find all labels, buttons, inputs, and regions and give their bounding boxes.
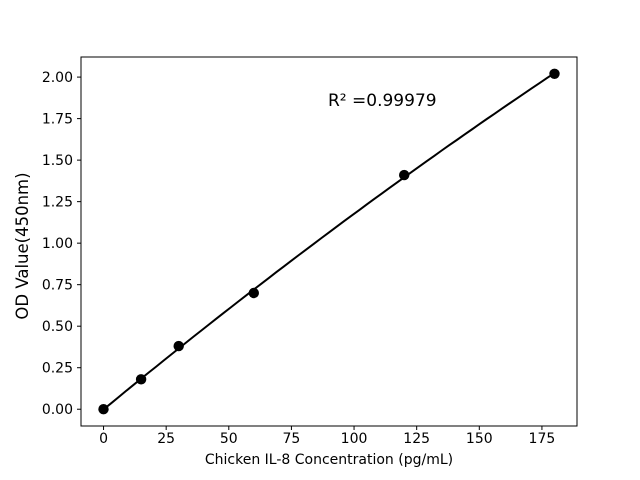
x-tick-label: 150 <box>466 431 493 447</box>
y-tick-label: 1.75 <box>42 112 73 128</box>
data-point-marker <box>549 68 560 80</box>
y-tick-label: 1.25 <box>42 195 73 211</box>
y-tick-label: 1.50 <box>42 153 73 169</box>
y-tick-label: 0.00 <box>42 402 73 418</box>
data-point-marker <box>173 340 184 352</box>
y-axis-ticks: 0.00 0.25 0.50 0.75 1.00 1.25 1.50 1.75 2.00 <box>42 70 81 418</box>
r-squared-annotation: R² =0.99979 <box>328 91 437 111</box>
data-point-marker <box>135 374 147 385</box>
y-tick-label: 1.00 <box>42 236 73 252</box>
y-tick-label: 2.00 <box>42 70 73 86</box>
data-points <box>98 68 560 415</box>
x-axis-label: Chicken IL-8 Concentration (pg/mL) <box>205 452 453 468</box>
x-tick-label: 100 <box>341 431 368 447</box>
data-point-marker <box>399 169 410 181</box>
y-tick-label: 0.50 <box>42 319 73 335</box>
y-tick-label: 0.75 <box>42 278 73 294</box>
x-tick-label: 175 <box>529 431 556 447</box>
x-tick-label: 0 <box>99 431 108 447</box>
x-tick-label: 50 <box>220 431 238 447</box>
y-tick-label: 0.25 <box>42 361 73 377</box>
data-point-marker <box>248 287 259 299</box>
fit-line <box>102 72 556 411</box>
plot-area <box>80 56 578 427</box>
y-axis-label: OD Value(450nm) <box>13 172 32 319</box>
x-tick-label: 75 <box>283 431 301 447</box>
x-tick-label: 25 <box>157 431 175 447</box>
x-tick-label: 125 <box>403 431 430 447</box>
data-point-marker <box>98 404 109 415</box>
x-axis-ticks: 0 25 50 75 100 125 150 175 <box>99 426 555 447</box>
